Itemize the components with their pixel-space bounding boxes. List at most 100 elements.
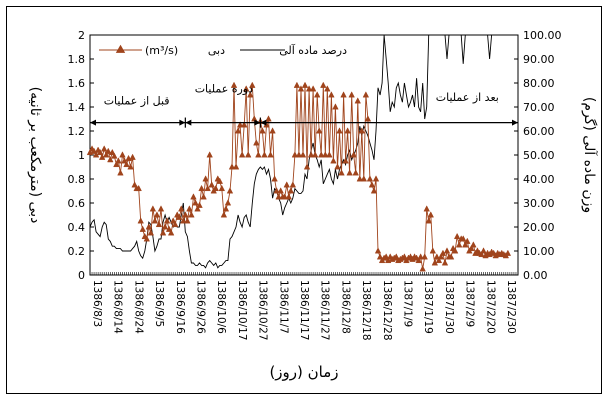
- left-tick-label: 1.8: [68, 53, 86, 66]
- flow-line: [89, 85, 509, 270]
- flow-point: [180, 217, 187, 224]
- flow-point: [96, 148, 104, 156]
- left-axis-ticks: 0 0.2 0.4 0.6 0.8 1 1.2 1.4 1.6 1.8 2: [68, 29, 94, 282]
- left-tick-label: 1.2: [68, 125, 86, 138]
- right-tick-label: 70.00: [523, 101, 555, 114]
- right-axis-title: وزن ماده آلی (گرم): [581, 97, 598, 213]
- left-tick-label: 0: [78, 269, 85, 282]
- flow-point: [464, 237, 471, 244]
- flow-point: [322, 151, 329, 158]
- flow-point: [145, 223, 153, 230]
- flow-point: [194, 205, 201, 212]
- flow-point: [228, 163, 236, 170]
- flow-point: [417, 253, 424, 260]
- x-tick-label: 1386/8/14: [112, 280, 124, 334]
- period-arrow-head: [512, 119, 518, 126]
- flow-point: [313, 91, 321, 98]
- flow-point: [301, 81, 309, 88]
- flow-point: [155, 220, 163, 228]
- period-arrow-head: [260, 119, 267, 126]
- right-tick-label: 20.00: [523, 221, 555, 234]
- flow-point: [139, 225, 146, 232]
- flow-point: [443, 247, 451, 254]
- flow-point: [137, 217, 144, 224]
- flow-point: [281, 193, 288, 200]
- flow-point: [218, 184, 226, 192]
- flow-point: [202, 175, 209, 182]
- flow-point: [178, 205, 185, 212]
- legend-organic-label: درصد ماده آلی: [279, 43, 347, 57]
- flow-point: [332, 103, 339, 110]
- flow-point: [451, 247, 459, 254]
- flow-point: [265, 115, 272, 122]
- flow-point: [283, 181, 290, 188]
- flow-point: [364, 115, 372, 122]
- flow-point: [468, 244, 475, 252]
- flow-point: [318, 151, 325, 158]
- flow-point: [171, 220, 179, 228]
- flow-point: [342, 157, 349, 164]
- flow-point: [153, 211, 161, 218]
- flow-point: [159, 229, 167, 236]
- left-tick-label: 2: [78, 29, 85, 42]
- x-tick-label: 1387/2/30: [505, 280, 517, 334]
- flow-point: [316, 127, 323, 134]
- flow-point: [289, 181, 297, 188]
- flow-point: [261, 151, 268, 158]
- flow-point: [188, 211, 195, 218]
- x-tick-label: 1386/10/6: [215, 280, 227, 334]
- flow-point: [305, 85, 313, 92]
- flow-point: [348, 91, 355, 98]
- flow-point: [350, 151, 357, 158]
- x-tick-label: 1386/12/28: [381, 280, 393, 341]
- x-tick-label: 1386/8/3: [91, 280, 103, 327]
- period-arrow-head: [185, 119, 192, 126]
- flow-point: [149, 205, 157, 212]
- flow-point: [368, 181, 376, 188]
- x-tick-label: 1386/9/16: [174, 280, 186, 334]
- flow-point: [326, 151, 333, 158]
- flow-point: [103, 151, 110, 158]
- flow-point: [295, 151, 303, 158]
- flow-point: [441, 259, 449, 266]
- flow-point: [455, 241, 463, 248]
- left-tick-label: 0.8: [68, 173, 86, 186]
- flow-point: [240, 121, 248, 128]
- flow-point: [338, 169, 345, 176]
- legend-flow-unit: (m³/s): [145, 44, 178, 57]
- flow-point: [334, 163, 341, 170]
- period-arrow-head: [179, 119, 186, 126]
- flow-point: [186, 205, 193, 212]
- flow-point: [435, 256, 443, 264]
- flow-point: [253, 139, 260, 146]
- flow-point: [470, 241, 477, 248]
- flow-point: [291, 151, 299, 158]
- flow-point: [437, 253, 445, 260]
- flow-point: [328, 91, 335, 98]
- flow-point: [190, 193, 197, 200]
- flow-point: [433, 253, 441, 260]
- right-tick-label: 100.00: [523, 29, 562, 42]
- legend-flow-marker: [115, 44, 126, 53]
- flow-point: [423, 205, 430, 212]
- x-tick-label: 1386/9/26: [195, 280, 207, 334]
- flow-point: [307, 151, 315, 158]
- x-tick-label: 1386/9/5: [153, 280, 165, 327]
- flow-point: [161, 223, 169, 230]
- flow-point: [273, 187, 280, 194]
- chart-frame: دبی (مترمکعب بر ثانیه) وزن ماده آلی (گرم…: [6, 6, 602, 394]
- flow-point: [176, 213, 183, 220]
- flow-point: [401, 253, 408, 260]
- right-tick-label: 90.00: [523, 53, 555, 66]
- left-tick-label: 0.4: [68, 221, 86, 234]
- flow-point: [206, 151, 213, 158]
- flow-point: [462, 241, 469, 248]
- flow-point: [427, 211, 434, 218]
- flow-point: [212, 184, 219, 192]
- flow-point: [460, 235, 467, 242]
- flow-point: [111, 152, 118, 159]
- flow-point: [109, 148, 116, 156]
- period-annotations: قبل از عملیات دوره عملیات بعد از عملیات: [89, 83, 519, 128]
- flow-point: [287, 187, 295, 194]
- left-tick-label: 1.4: [68, 101, 86, 114]
